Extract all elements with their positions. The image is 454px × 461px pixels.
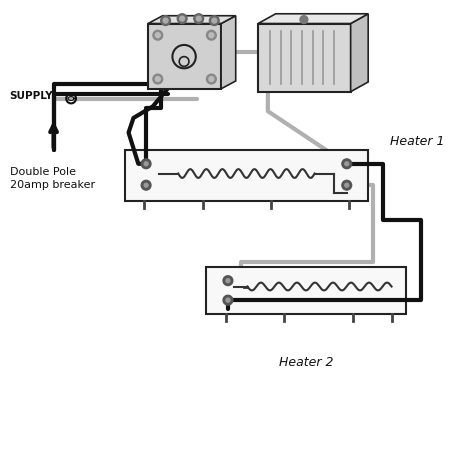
Circle shape bbox=[342, 159, 352, 169]
Circle shape bbox=[207, 74, 216, 84]
Circle shape bbox=[226, 298, 230, 302]
Circle shape bbox=[177, 14, 187, 24]
Bar bbox=[207, 267, 406, 314]
Circle shape bbox=[141, 180, 151, 190]
Bar bbox=[148, 24, 221, 89]
Polygon shape bbox=[221, 16, 236, 89]
Circle shape bbox=[161, 16, 170, 25]
Polygon shape bbox=[350, 14, 368, 92]
Circle shape bbox=[223, 276, 233, 285]
Circle shape bbox=[209, 33, 214, 38]
Circle shape bbox=[226, 279, 230, 283]
Circle shape bbox=[163, 18, 168, 23]
Circle shape bbox=[194, 14, 203, 24]
Text: Double Pole
20amp breaker: Double Pole 20amp breaker bbox=[10, 167, 95, 190]
Polygon shape bbox=[148, 16, 236, 24]
Circle shape bbox=[144, 162, 148, 165]
Circle shape bbox=[196, 16, 201, 21]
Circle shape bbox=[155, 77, 160, 82]
Circle shape bbox=[209, 16, 219, 25]
Bar bbox=[258, 24, 350, 92]
Circle shape bbox=[141, 159, 151, 169]
Circle shape bbox=[300, 16, 308, 24]
Circle shape bbox=[153, 74, 163, 84]
Circle shape bbox=[345, 183, 349, 187]
Bar bbox=[125, 150, 368, 201]
Circle shape bbox=[144, 183, 148, 187]
Text: Heater 1: Heater 1 bbox=[390, 135, 444, 148]
Circle shape bbox=[342, 180, 352, 190]
Circle shape bbox=[153, 30, 163, 40]
Circle shape bbox=[209, 77, 214, 82]
Circle shape bbox=[180, 16, 185, 21]
Circle shape bbox=[155, 33, 160, 38]
Circle shape bbox=[212, 18, 217, 23]
Polygon shape bbox=[258, 14, 368, 24]
Circle shape bbox=[207, 30, 216, 40]
Circle shape bbox=[345, 162, 349, 165]
Text: SUPPLY: SUPPLY bbox=[10, 91, 54, 100]
Text: Heater 2: Heater 2 bbox=[279, 356, 333, 369]
Circle shape bbox=[223, 296, 233, 305]
